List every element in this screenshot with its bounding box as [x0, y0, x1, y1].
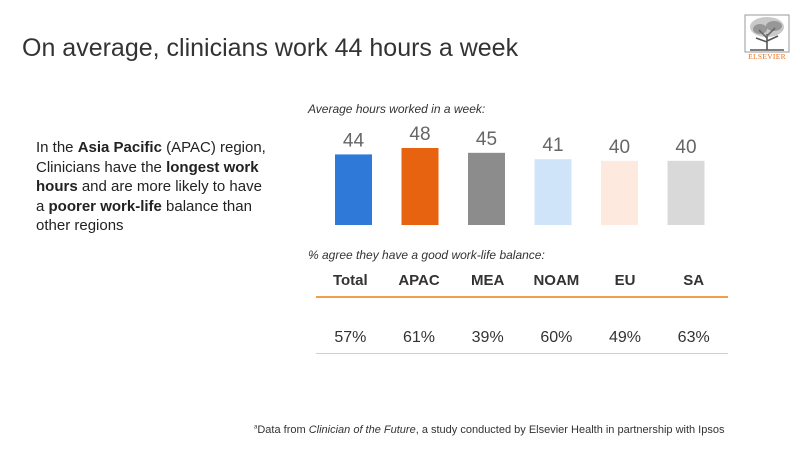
chart-title: Average hours worked in a week: — [308, 102, 486, 116]
bar-sa — [667, 160, 705, 225]
value-cell: 39% — [471, 329, 504, 346]
value-cell: 57% — [334, 329, 367, 346]
table-value-row: 57% 61% 39% 60% 49% 63% — [316, 298, 728, 354]
page-title: On average, clinicians work 44 hours a w… — [22, 34, 519, 62]
logo-wordmark: ELSEVIER — [748, 52, 786, 61]
elsevier-logo: ELSEVIER — [744, 14, 790, 64]
header-cell: APAC — [398, 272, 440, 289]
value-cell: 63% — [677, 329, 710, 346]
table-title: % agree they have a good work-life balan… — [308, 248, 545, 262]
header-cell: MEA — [471, 272, 505, 289]
bar-value-label: 44 — [343, 130, 365, 151]
bar-total — [335, 154, 372, 225]
bar-noam — [534, 159, 572, 225]
header-cell: EU — [614, 272, 636, 289]
tree-icon — [744, 14, 790, 53]
balance-table: Total APAC MEA NOAM EU SA 57% 61% 39% 60… — [316, 268, 728, 354]
header-cell: NOAM — [533, 272, 580, 289]
bar-value-label: 40 — [609, 137, 630, 158]
value-cell: 49% — [609, 329, 642, 346]
bar-value-label: 45 — [476, 129, 497, 150]
header-cell: SA — [683, 272, 705, 289]
table-header-row: Total APAC MEA NOAM EU SA — [316, 268, 728, 298]
bar-value-label: 41 — [542, 135, 563, 156]
header-cell: Total — [332, 272, 368, 289]
bar-apac — [401, 148, 439, 225]
value-cell: 60% — [540, 329, 573, 346]
bar-value-label: 48 — [409, 124, 430, 145]
bar-value-label: 40 — [675, 137, 696, 158]
hours-bar-chart: 44 48 45 41 40 40 — [335, 124, 705, 225]
bar-eu — [601, 160, 638, 225]
intro-paragraph: In the Asia Pacific (APAC) region, Clini… — [36, 139, 266, 234]
footnote: aData from Clinician of the Future, a st… — [254, 424, 725, 436]
bar-mea — [468, 152, 505, 225]
value-cell: 61% — [402, 329, 436, 346]
